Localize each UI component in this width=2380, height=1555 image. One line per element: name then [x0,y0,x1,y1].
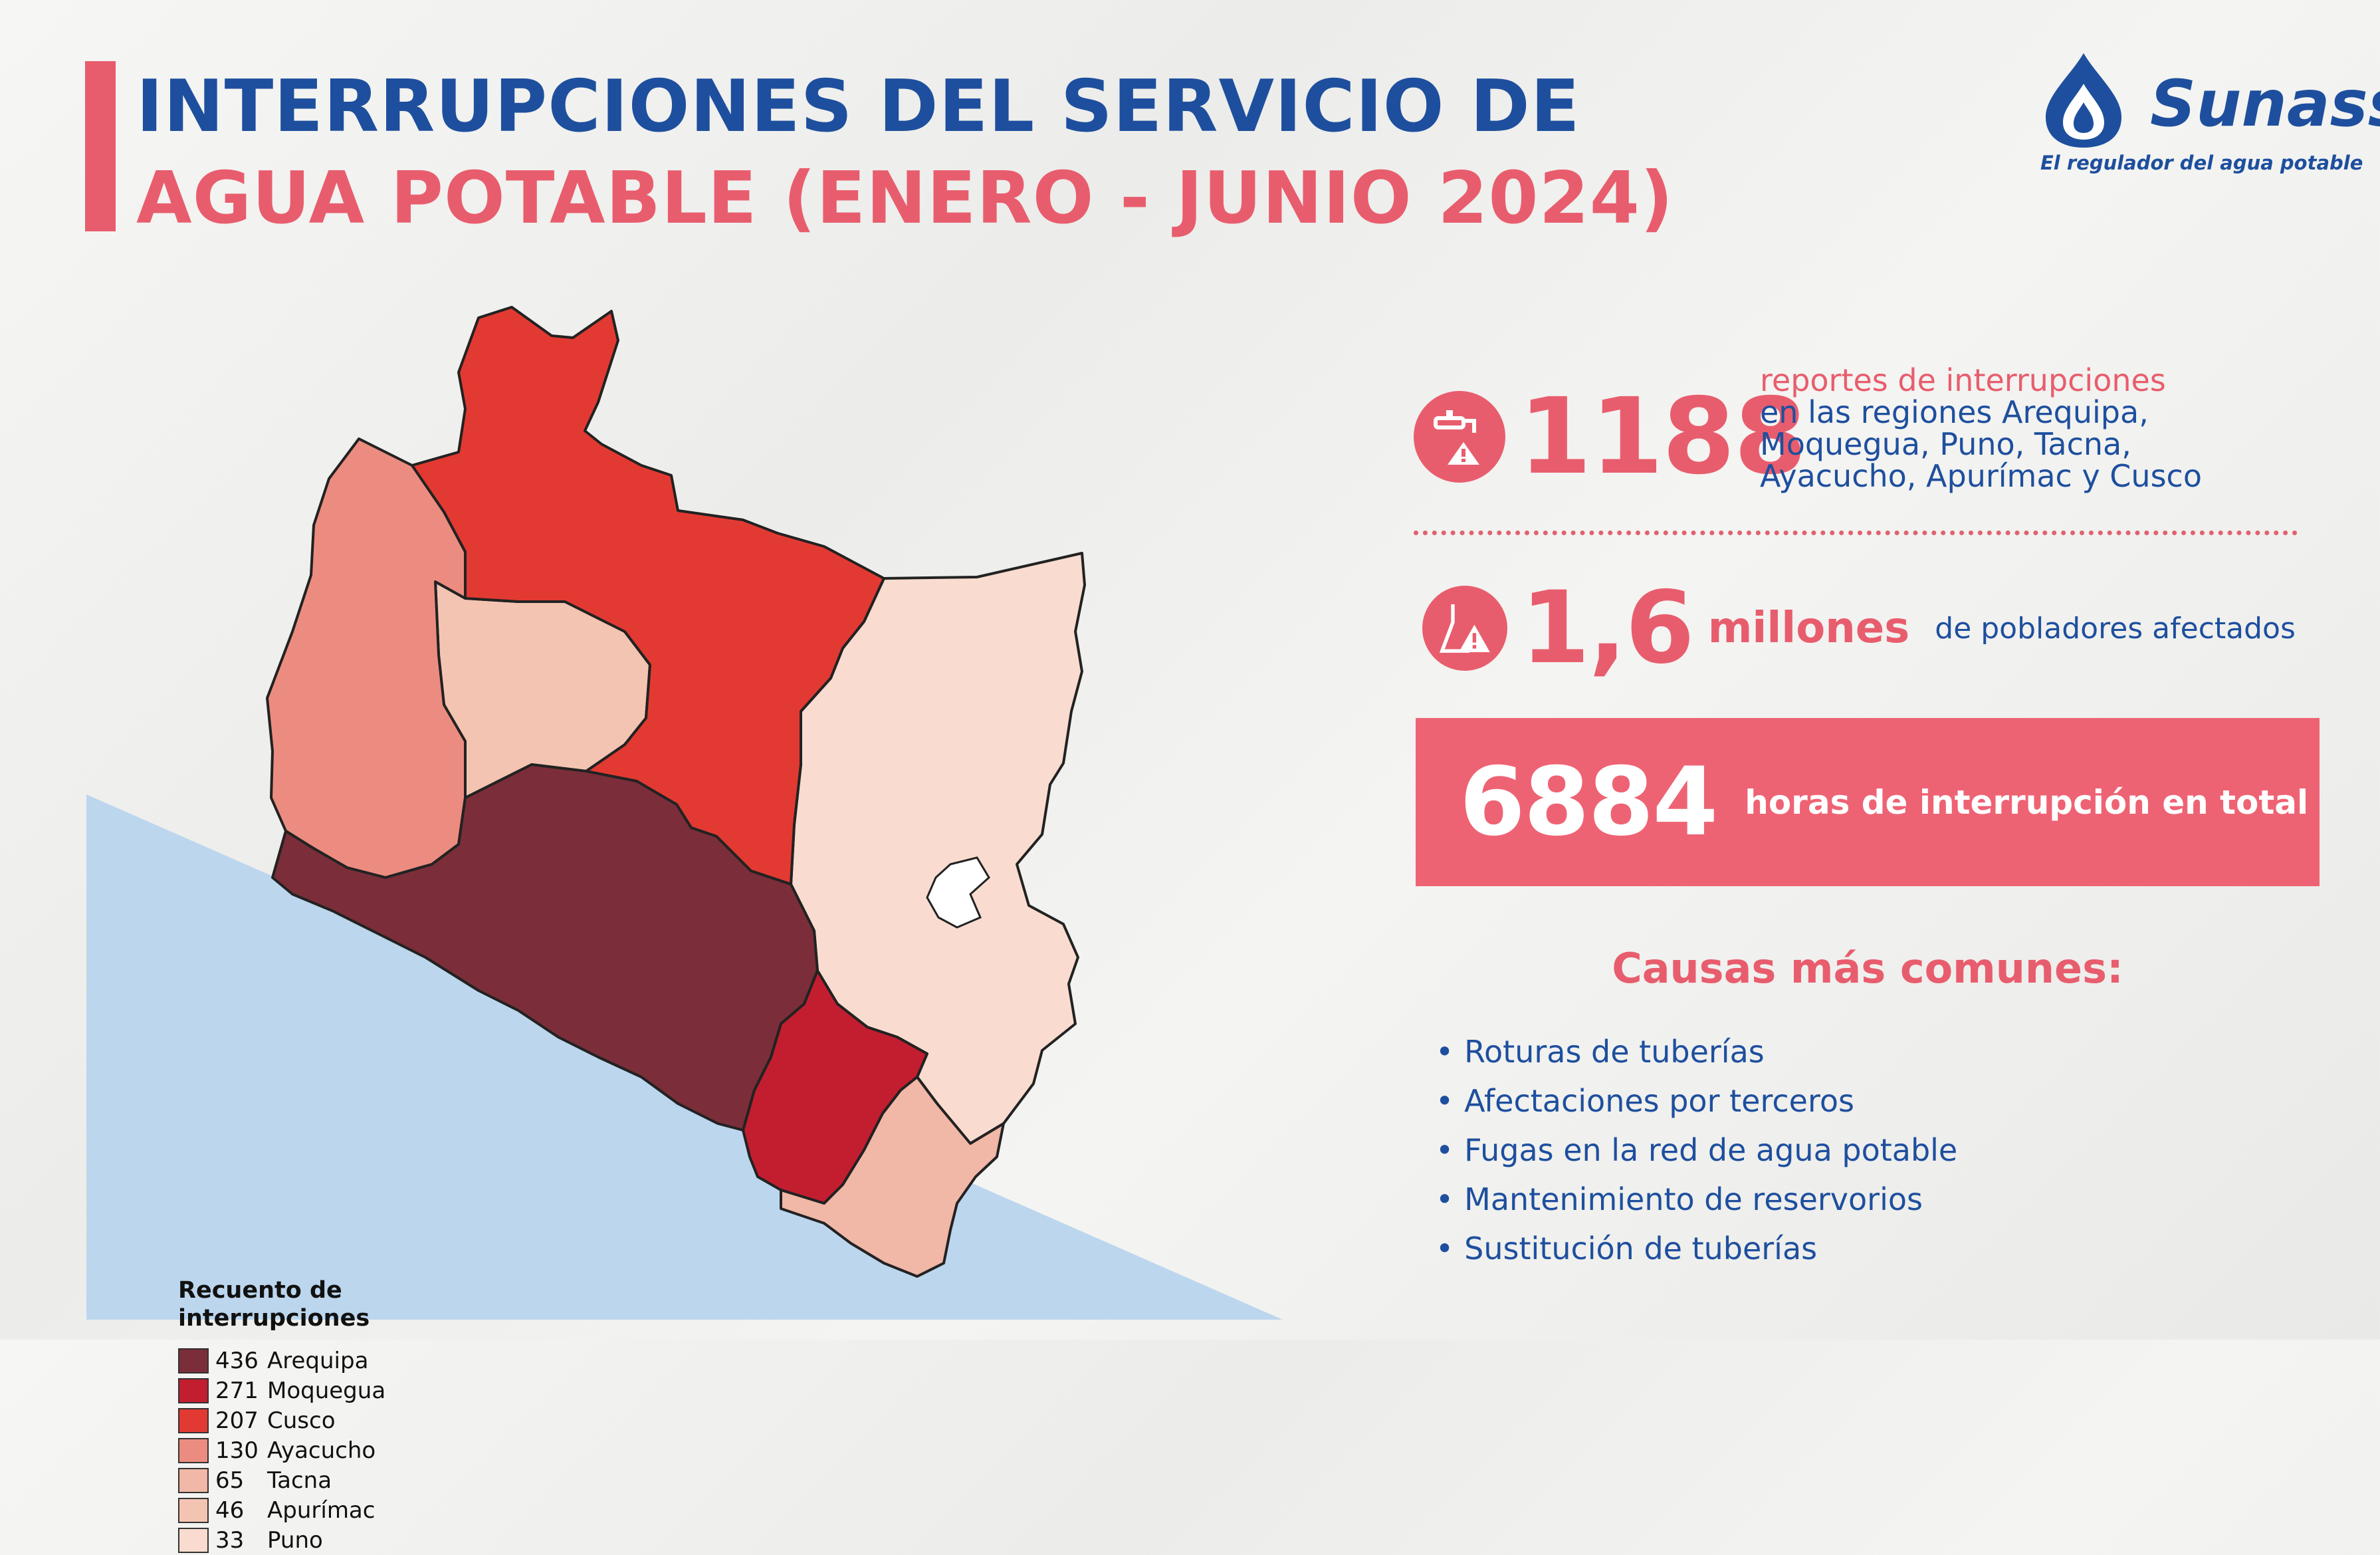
legend-region: Moquegua [267,1377,386,1404]
legend-region: Ayacucho [267,1437,376,1464]
legend-swatch [178,1527,209,1553]
hours-banner: 6884 horas de interrupción en total [1416,718,2320,886]
legend-region: Tacna [267,1467,332,1494]
list-item: • Fugas en la red de agua potable [1436,1126,1957,1175]
region-tacna [780,1076,1005,1278]
logo-tagline: El regulador del agua potable [2040,152,2363,174]
legend-title: Recuento de interrupciones [178,1277,370,1332]
region-cusco [411,306,885,886]
page-title: INTERRUPCIONES DEL SERVICIO DE AGUA POTA… [136,61,1674,245]
population-number: 1,6 [1521,570,1695,686]
cause-text: Roturas de tuberías [1464,1034,1765,1070]
legend-swatch [178,1348,209,1374]
logo-wordmark: Sunass [2150,66,2380,141]
population-label: de pobladores afectados [1935,611,2296,646]
legend-value: 271 [215,1377,259,1404]
legend-row: 46 Apurímac [178,1495,444,1525]
list-item: • Mantenimiento de reservorios [1436,1175,1957,1224]
title-line-2: AGUA POTABLE (ENERO - JUNIO 2024) [136,157,1674,240]
legend-swatch [178,1497,209,1523]
legend-value: 207 [215,1407,259,1434]
dotted-divider [1414,531,2298,535]
stat-reports: 1188 [1414,376,1807,498]
legend-value: 65 [215,1467,245,1494]
list-item: • Afectaciones por terceros [1436,1076,1957,1126]
reports-count: 1188 [1519,376,1807,498]
legend-region: Apurímac [267,1496,376,1524]
legend-swatch [178,1407,209,1433]
legend-swatch [178,1437,209,1463]
bullet-icon: • [1436,1181,1454,1217]
legend-swatch [178,1377,209,1403]
legend-region: Cusco [267,1407,336,1434]
legend-row: 33 Puno [178,1525,444,1555]
hours-number: 6884 [1460,747,1718,857]
legend-region: Arequipa [267,1347,369,1374]
legend-swatch [178,1467,209,1493]
flask-warning-icon [1422,586,1507,671]
stat-population: 1,6 millones de pobladores afectados [1422,570,2296,686]
sunass-logo: Sunass El regulador del agua potable [2034,47,2380,179]
legend-row: 436 Arequipa [178,1346,444,1376]
population-unit: millones [1707,604,1910,653]
reports-label-highlight: reportes de interrupciones [1760,362,2166,398]
bullet-icon: • [1436,1231,1454,1266]
legend-row: 271 Moquegua [178,1376,444,1405]
cause-text: Mantenimiento de reservorios [1464,1181,1923,1217]
title-line-1: INTERRUPCIONES DEL SERVICIO DE [136,65,1580,148]
title-accent-bar [85,61,116,231]
list-item: • Sustitución de tuberías [1436,1224,1957,1273]
reports-description: reportes de interrupciones en las region… [1760,364,2292,492]
cause-text: Fugas en la red de agua potable [1464,1132,1958,1168]
cause-text: Afectaciones por terceros [1464,1083,1854,1119]
causes-list: • Roturas de tuberías • Afectaciones por t… [1436,1027,1957,1273]
region-map: Recuento de interrupciones 436 Arequipa 2… [0,279,1323,1554]
bullet-icon: • [1436,1083,1454,1119]
legend-row: 130 Ayacucho [178,1435,444,1465]
bullet-icon: • [1436,1132,1454,1168]
lake-titicaca [926,856,990,929]
legend-value: 436 [215,1347,259,1374]
legend-row: 65 Tacna [178,1465,444,1495]
list-item: • Roturas de tuberías [1436,1027,1957,1076]
legend-value: 33 [215,1526,245,1554]
cause-text: Sustitución de tuberías [1464,1231,1818,1266]
legend-region: Puno [267,1526,323,1554]
legend-value: 130 [215,1437,259,1464]
water-drop-icon [2046,53,2121,148]
faucet-warning-icon [1414,391,1505,483]
causes-title: Causas más comunes: [1612,944,2123,993]
hours-label: horas de interrupción en total [1745,782,2309,822]
legend-row: 207 Cusco [178,1405,444,1435]
region-ayacucho [266,437,467,879]
map-legend: Recuento de interrupciones 436 Arequipa 2… [178,1276,444,1555]
legend-value: 46 [215,1496,245,1524]
reports-label-rest: en las regiones Arequipa, Moquegua, Puno… [1760,394,2202,494]
bullet-icon: • [1436,1034,1454,1070]
